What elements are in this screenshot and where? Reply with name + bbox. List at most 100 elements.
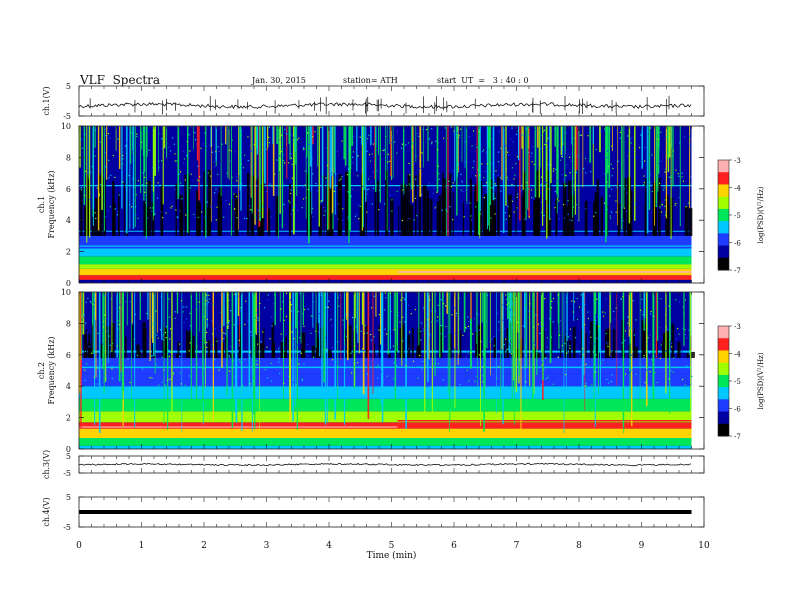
- noise-speckle: [552, 321, 554, 323]
- noise-speckle: [279, 138, 281, 141]
- noise-speckle: [337, 365, 339, 367]
- noise-speckle: [363, 342, 365, 344]
- noise-speckle: [149, 377, 151, 379]
- noise-speckle: [535, 314, 537, 316]
- noise-speckle: [516, 156, 519, 158]
- noise-speckle: [529, 303, 531, 305]
- dark-column: [623, 354, 626, 358]
- noise-speckle: [543, 214, 545, 217]
- noise-speckle: [187, 380, 189, 382]
- noise-speckle: [201, 211, 203, 213]
- noise-speckle: [396, 381, 398, 384]
- noise-speckle: [97, 332, 99, 334]
- noise-speckle: [621, 342, 623, 344]
- noise-speckle: [247, 159, 249, 162]
- noise-speckle: [80, 138, 82, 140]
- noise-speckle: [206, 318, 208, 320]
- dark-column: [441, 172, 444, 236]
- noise-speckle: [168, 146, 170, 149]
- noise-speckle: [385, 135, 387, 138]
- noise-speckle: [154, 213, 156, 215]
- noise-speckle: [376, 363, 378, 365]
- noise-speckle: [547, 376, 549, 379]
- noise-speckle: [290, 304, 292, 306]
- noise-speckle: [123, 383, 125, 385]
- noise-speckle: [256, 363, 258, 365]
- noise-speckle: [585, 172, 587, 174]
- dark-column: [318, 327, 323, 358]
- noise-speckle: [197, 360, 199, 362]
- noise-speckle: [479, 133, 481, 136]
- dark-column: [633, 327, 635, 358]
- noise-speckle: [350, 352, 352, 354]
- noise-speckle: [384, 309, 386, 311]
- noise-speckle: [119, 307, 121, 309]
- frequency-band: [79, 264, 692, 269]
- noise-speckle: [582, 354, 585, 356]
- noise-speckle: [224, 366, 226, 368]
- noise-speckle: [307, 143, 309, 146]
- noise-speckle: [685, 206, 687, 208]
- noise-speckle: [549, 164, 552, 166]
- dark-column: [390, 198, 394, 236]
- noise-speckle: [587, 311, 589, 313]
- noise-speckle: [158, 349, 160, 352]
- noise-speckle: [351, 156, 354, 158]
- noise-speckle: [635, 373, 637, 375]
- noise-speckle: [417, 377, 419, 379]
- noise-speckle: [430, 310, 432, 312]
- noise-speckle: [668, 378, 670, 380]
- noise-speckle: [278, 348, 280, 350]
- noise-speckle: [659, 327, 661, 329]
- noise-speckle: [684, 299, 687, 301]
- noise-speckle: [401, 143, 404, 145]
- noise-speckle: [585, 384, 587, 386]
- colorbar-segment: [718, 160, 729, 173]
- noise-speckle: [537, 323, 540, 326]
- noise-speckle: [640, 309, 642, 311]
- noise-speckle: [236, 195, 238, 198]
- noise-speckle: [514, 174, 516, 176]
- noise-speckle: [190, 296, 192, 298]
- noise-speckle: [372, 187, 375, 190]
- noise-speckle: [169, 338, 171, 340]
- noise-speckle: [566, 164, 568, 166]
- noise-speckle: [85, 170, 87, 172]
- noise-speckle: [347, 317, 349, 319]
- noise-speckle: [519, 158, 521, 160]
- noise-speckle: [109, 206, 111, 208]
- noise-speckle: [255, 311, 257, 314]
- noise-speckle: [472, 167, 474, 169]
- noise-speckle: [178, 173, 180, 175]
- noise-speckle: [630, 142, 632, 144]
- dark-column: [206, 207, 211, 236]
- noise-speckle: [220, 294, 222, 296]
- noise-speckle: [465, 190, 467, 193]
- noise-speckle: [651, 315, 653, 317]
- noise-speckle: [250, 334, 252, 337]
- noise-speckle: [464, 326, 467, 329]
- noise-speckle: [550, 336, 553, 338]
- noise-speckle: [641, 311, 643, 313]
- noise-speckle: [682, 378, 684, 381]
- noise-speckle: [689, 144, 691, 147]
- noise-speckle: [288, 200, 290, 202]
- noise-speckle: [672, 371, 674, 373]
- noise-speckle: [437, 165, 439, 167]
- noise-speckle: [212, 303, 214, 305]
- noise-speckle: [360, 330, 362, 332]
- noise-speckle: [510, 352, 512, 355]
- noise-speckle: [508, 302, 510, 304]
- noise-speckle: [531, 196, 533, 199]
- noise-speckle: [624, 339, 626, 342]
- noise-speckle: [469, 202, 471, 204]
- noise-speckle: [386, 333, 388, 335]
- noise-speckle: [523, 218, 526, 220]
- dark-column: [658, 177, 661, 236]
- noise-speckle: [283, 319, 285, 321]
- noise-speckle: [502, 319, 504, 321]
- noise-speckle: [105, 314, 107, 316]
- noise-speckle: [158, 166, 161, 169]
- noise-speckle: [230, 310, 232, 312]
- noise-speckle: [476, 312, 478, 315]
